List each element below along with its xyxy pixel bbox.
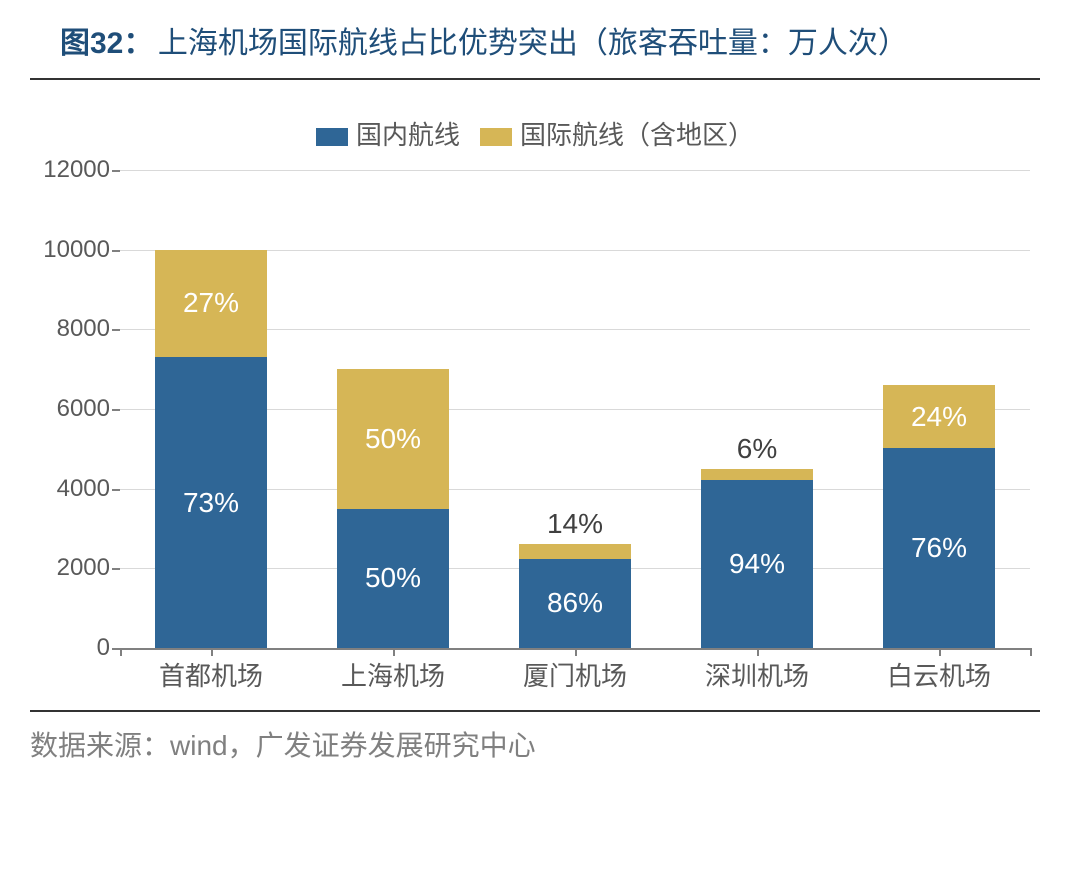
source-line: 数据来源：wind，广发证券发展研究中心 — [30, 724, 1040, 764]
bar-segment-international: 24% — [883, 385, 996, 448]
y-axis-tick-mark — [112, 648, 120, 650]
x-axis-tick-label: 深圳机场 — [705, 656, 809, 693]
y-axis-tick-label: 10000 — [30, 236, 110, 264]
bar-segment-international: 50% — [337, 369, 450, 508]
bar-segment-domestic: 73% — [155, 357, 268, 648]
bar-group: 86%14% — [519, 544, 632, 648]
gridline — [120, 170, 1030, 171]
bar-percent-label: 27% — [155, 287, 268, 319]
bar-percent-label: 24% — [883, 401, 996, 433]
footer-rule — [30, 710, 1040, 712]
x-axis-tick-mark — [939, 648, 941, 656]
source-text: wind，广发证券发展研究中心 — [170, 730, 536, 761]
y-axis-tick-mark — [112, 409, 120, 411]
x-axis-tick-mark — [120, 648, 122, 656]
bar-percent-label: 50% — [337, 423, 450, 455]
y-axis-tick-mark — [112, 250, 120, 252]
y-axis-tick-label: 12000 — [30, 156, 110, 184]
y-axis-tick-mark — [112, 568, 120, 570]
figure-number: 图32： — [60, 27, 153, 60]
chart-area: 国内航线 国际航线（含地区） 0 2000 4000 6000 8000 10000 1200… — [30, 110, 1040, 710]
bar-percent-label: 94% — [701, 548, 814, 580]
x-axis-tick-label: 白云机场 — [887, 656, 991, 693]
x-axis-tick-label: 首都机场 — [159, 656, 263, 693]
bar-percent-label: 6% — [644, 433, 870, 465]
x-axis-tick-mark — [211, 648, 213, 656]
bar-segment-international — [701, 469, 814, 480]
x-axis-tick-label: 厦门机场 — [523, 656, 627, 693]
figure-title: 上海机场国际航线占比优势突出（旅客吞吐量：万人次） — [158, 27, 908, 60]
x-axis-tick-mark — [757, 648, 759, 656]
bar-segment-international: 27% — [155, 250, 268, 358]
bar-segment-international — [519, 544, 632, 558]
y-axis-tick-mark — [112, 329, 120, 331]
bar-percent-label: 73% — [155, 487, 268, 519]
legend-swatch — [316, 128, 348, 146]
bar-group: 94%6% — [701, 469, 814, 648]
bar-percent-label: 50% — [337, 562, 450, 594]
plot-area: 02000400060008000100001200073%27%首都机场50%… — [120, 170, 1030, 650]
bar-percent-label: 76% — [883, 532, 996, 564]
source-label: 数据来源： — [30, 730, 170, 761]
x-axis-tick-mark — [575, 648, 577, 656]
x-axis-tick-label: 上海机场 — [341, 656, 445, 693]
legend-label: 国内航线 — [356, 120, 460, 150]
x-axis-tick-mark — [1030, 648, 1032, 656]
y-axis-tick-label: 4000 — [30, 475, 110, 503]
chart-title-block: 图32： 上海机场国际航线占比优势突出（旅客吞吐量：万人次） — [30, 0, 1040, 80]
bar-segment-domestic: 76% — [883, 448, 996, 648]
x-axis-tick-mark — [393, 648, 395, 656]
legend-item: 国内航线 — [316, 115, 460, 152]
bar-segment-domestic: 94% — [701, 480, 814, 648]
legend: 国内航线 国际航线（含地区） — [30, 115, 1040, 152]
y-axis-tick-label: 0 — [30, 634, 110, 662]
bar-percent-label: 86% — [519, 587, 632, 619]
bar-percent-label: 14% — [462, 508, 688, 540]
y-axis-tick-label: 6000 — [30, 395, 110, 423]
y-axis-tick-label: 8000 — [30, 315, 110, 343]
y-axis-tick-mark — [112, 170, 120, 172]
bar-group: 76% 24% — [883, 385, 996, 648]
legend-item: 国际航线（含地区） — [480, 115, 754, 152]
bar-group: 73% 27% — [155, 250, 268, 648]
legend-swatch — [480, 128, 512, 146]
bar-segment-domestic: 50% — [337, 509, 450, 648]
legend-label: 国际航线（含地区） — [520, 120, 754, 150]
bar-group: 50% 50% — [337, 369, 450, 648]
bar-segment-domestic: 86% — [519, 559, 632, 648]
y-axis-tick-label: 2000 — [30, 554, 110, 582]
y-axis-tick-mark — [112, 489, 120, 491]
